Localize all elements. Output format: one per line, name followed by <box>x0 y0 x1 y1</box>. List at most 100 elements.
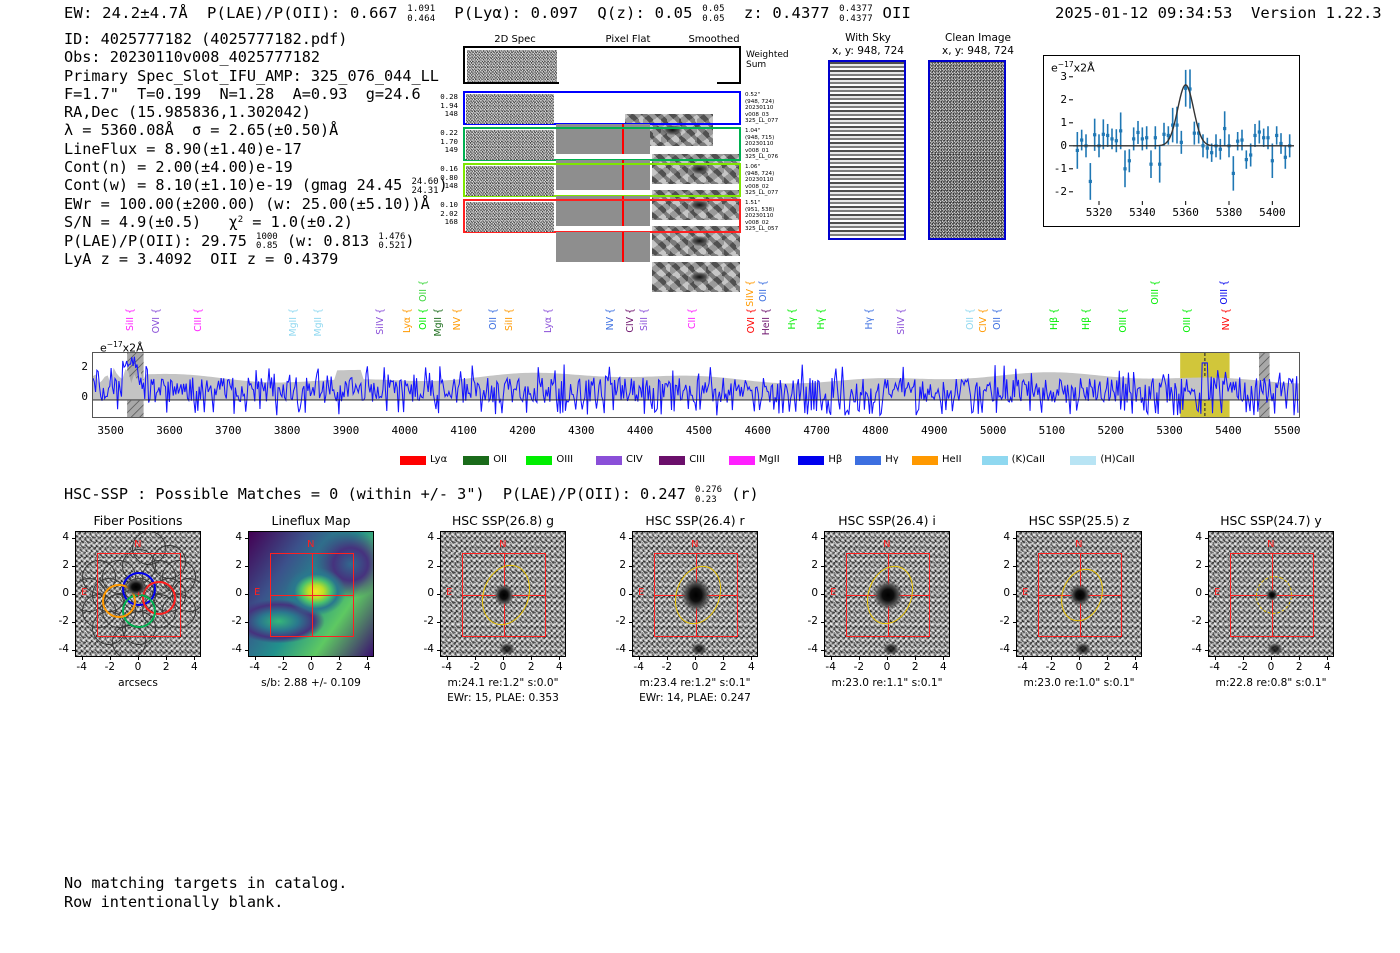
cutout-ytick: -2 <box>58 615 69 628</box>
legend-swatch <box>659 456 686 465</box>
cutout-xtick: -4 <box>633 661 644 673</box>
cutout-xtickmark <box>446 657 448 660</box>
cutout-xtick: 0 <box>499 661 507 673</box>
cutout-ytick: 2 <box>62 558 69 571</box>
cutout-ytick: -4 <box>1191 643 1202 656</box>
header-ew: EW: 24.2±4.7Å <box>64 4 188 22</box>
spectrum-xtick: 4800 <box>862 424 889 437</box>
east-label: E <box>254 587 261 598</box>
fiber-circle <box>152 545 187 580</box>
aperture-box <box>1037 552 1123 638</box>
spectrum-line-label: HeII { <box>760 308 772 336</box>
cutout-ytick: 4 <box>1003 530 1010 543</box>
cutout-caption-line1: s/b: 2.88 +/- 0.109 <box>261 677 361 689</box>
cutout-image[interactable]: + <box>75 531 201 657</box>
cutout-image[interactable] <box>248 531 374 657</box>
cutout-ytick: 0 <box>427 587 434 599</box>
cutout-ytickmark <box>245 622 248 624</box>
cutout-ytickmark <box>629 537 632 539</box>
cutout-xtick: -4 <box>825 661 836 673</box>
aperture-box <box>461 552 547 638</box>
linefit-data-svg <box>1069 69 1294 205</box>
spectrum-line-label: CII { <box>687 308 699 330</box>
cutout-ytick: -4 <box>423 643 434 656</box>
source-blob <box>1266 589 1278 601</box>
cutout-ytickmark <box>1205 622 1208 624</box>
aperture-box <box>1229 552 1315 638</box>
cutout-ytickmark <box>821 565 824 567</box>
cutout-ytickmark <box>1013 565 1016 567</box>
spec2d-row <box>463 163 741 256</box>
cutout-ytickmark <box>437 622 440 624</box>
cutout-image[interactable] <box>632 531 758 657</box>
cutout-xtick: -2 <box>661 661 673 673</box>
north-label: N <box>1267 539 1275 550</box>
spectrum-xtick: 5100 <box>1038 424 1066 437</box>
cutout-title: HSC SSP(26.4) r <box>645 513 745 528</box>
row-2dspec-image <box>466 94 554 124</box>
cutout-ytick: -4 <box>615 643 626 656</box>
spectrum-line-label: SiII { <box>638 308 650 332</box>
linefit-xtick: 5340 <box>1129 206 1156 219</box>
cutout-xtick: -4 <box>441 661 452 673</box>
legend-label: Lyα <box>430 454 448 465</box>
cutout-ytickmark <box>245 565 248 567</box>
cutout-ytickmark <box>629 622 632 624</box>
source-blob <box>681 578 711 612</box>
cutout-caption-line2: EWr: 15, PLAE: 0.353 <box>447 692 559 704</box>
cutout-caption-line1: arcsecs <box>118 677 158 689</box>
timestamp-version: 2025-01-12 09:34:53 Version 1.22.3 <box>1055 4 1382 22</box>
version-label: Version 1.22.3 <box>1250 4 1382 22</box>
legend-swatch <box>596 456 622 465</box>
legend-label: HeII <box>942 454 962 465</box>
linefit-ytick: 2 <box>1060 92 1067 106</box>
background-artifact <box>1266 642 1283 655</box>
weighted-sum-pixelflat-image <box>559 82 717 114</box>
cutout-xtick: -2 <box>277 661 289 673</box>
cutout-image[interactable] <box>824 531 950 657</box>
cutout-ytickmark <box>245 537 248 539</box>
cutout-xtick: 0 <box>691 661 699 673</box>
cutout-xtick: 0 <box>883 661 891 673</box>
spectrum-line-label: OVI { <box>150 308 162 334</box>
linefit-xtick: 5360 <box>1172 206 1199 219</box>
background-artifact <box>1074 642 1091 655</box>
header-plae-range: 1.091 0.464 <box>407 4 436 24</box>
with-sky-title: With Sky <box>845 32 891 44</box>
east-label: E <box>638 587 645 598</box>
spectrum-line-label: Hβ { <box>1081 308 1093 330</box>
info-plae-w-range: 1.476 0.521 <box>378 231 406 252</box>
legend-swatch <box>728 456 755 465</box>
cutout-ytick: 0 <box>1003 587 1010 599</box>
cutout-xtick: -2 <box>469 661 481 673</box>
row-2dspec-image <box>466 166 554 196</box>
cutout-ytickmark <box>437 565 440 567</box>
cutout-xtickmark <box>1299 657 1301 660</box>
cutout-image[interactable] <box>440 531 566 657</box>
linefit-xtick: 5320 <box>1085 206 1113 219</box>
spectrum-xtick: 3600 <box>156 424 183 437</box>
east-label: E <box>81 587 88 598</box>
cutout-ytick: 0 <box>235 587 242 599</box>
weighted-sum-row <box>463 46 741 146</box>
cutout-xtick: -2 <box>104 661 116 673</box>
cutout-xtick: 2 <box>1103 661 1111 673</box>
spectrum-line-label: CIV { <box>625 308 637 333</box>
cutout-xtick: 2 <box>527 661 535 673</box>
cutout-xtickmark <box>1022 657 1024 660</box>
spec2d-title-pixelflat: Pixel Flat <box>605 34 651 45</box>
spectrum-ytick-2: 2 <box>81 360 88 373</box>
row-2dspec-image <box>466 130 554 160</box>
spectrum-line-label: Lyα { <box>401 308 413 334</box>
cutout-image[interactable] <box>1016 531 1142 657</box>
spectrum-line-label: MgII { <box>288 308 300 337</box>
cutout-title: Lineflux Map <box>271 513 351 528</box>
cutout-xtick: 0 <box>307 661 315 673</box>
detection-info-block: ID: 4025777182 (4025777182.pdf) Obs: 202… <box>64 30 448 269</box>
spectrum-xtick: 4600 <box>744 424 772 437</box>
cutout-xtickmark <box>474 657 476 660</box>
cutout-ytick: -4 <box>58 643 69 656</box>
cutout-xtick: -2 <box>1237 661 1249 673</box>
cutout-image[interactable] <box>1208 531 1334 657</box>
linefit-plot <box>1043 55 1300 227</box>
